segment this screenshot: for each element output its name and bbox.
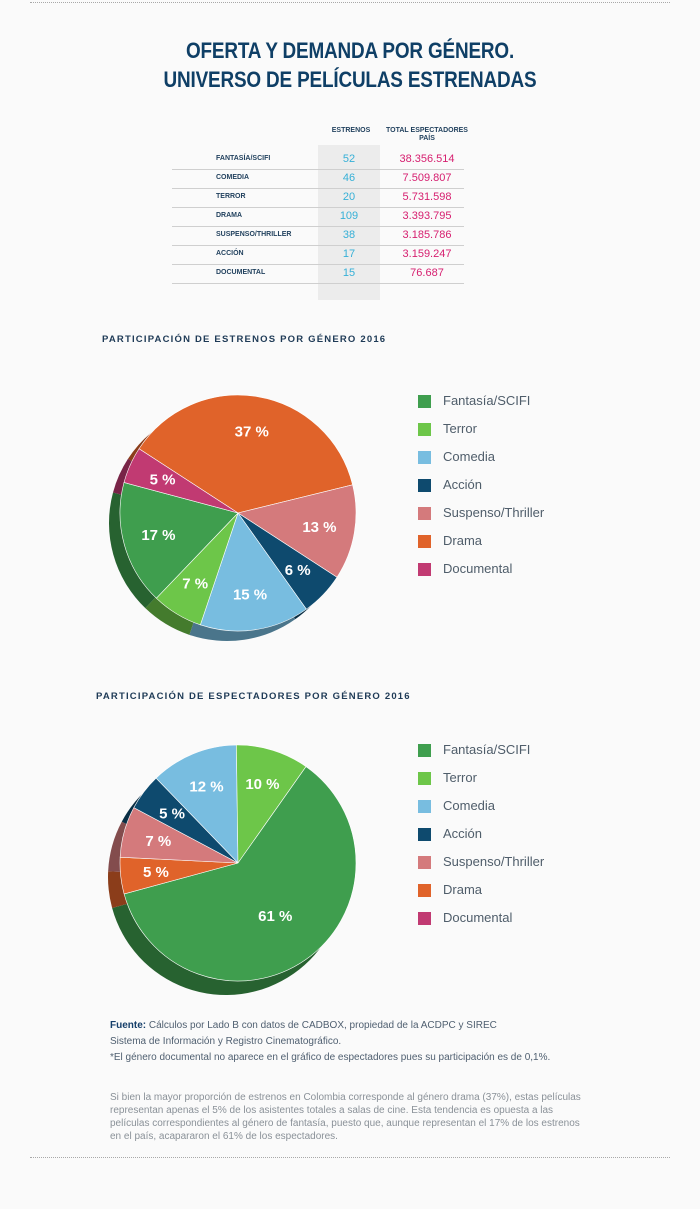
col-header-total: TOTAL ESPECTADORES PAÍS [386,127,468,142]
pie-slice [199,512,307,632]
row-total: 76.687 [410,267,444,279]
legend-swatch [418,772,431,785]
slice-label: 15 % [233,587,267,604]
legend-swatch [418,912,431,925]
slice-label: 61 % [258,908,292,925]
bottom-divider [30,1157,670,1158]
col-header-estrenos: ESTRENOS [331,127,371,134]
legend-label: Acción [443,477,483,492]
row-genre: TERROR [216,193,246,200]
slice-label: 37 % [235,424,269,441]
legend-label: Suspenso/Thriller [443,505,545,520]
table-row: SUSPENSO/THRILLER 38 3.185.786 [172,226,464,246]
legend-label: Terror [443,421,477,436]
legend-label: Drama [443,533,483,548]
slice-label: 10 % [245,776,279,793]
page-title-line2: UNIVERSO DE PELÍCULAS ESTRENADAS [163,67,537,92]
legend-label: Suspenso/Thriller [443,854,545,869]
legend-label: Comedia [443,798,496,813]
pie-slice [119,482,239,599]
row-total: 38.356.514 [399,153,455,165]
legend-swatch [418,395,431,408]
pie-slice [155,744,239,864]
legend-swatch [418,884,431,897]
table-row: FANTASÍA/SCIFI 52 38.356.514 [172,150,464,170]
legend-label: Fantasía/SCIFI [443,393,531,408]
source-line2: Sistema de Información y Registro Cinema… [110,1036,342,1047]
pie-slice [236,744,307,864]
legend-swatch [418,828,431,841]
source-line: Fuente: Cálculos por Lado B con datos de… [110,1018,610,1034]
slice-label: 5 % [150,471,176,488]
chart2-title: PARTICIPACIÓN DE ESPECTADORES POR GÉNERO… [96,691,411,702]
slice-label: 7 % [145,833,171,850]
top-divider [30,2,670,3]
legend-label: Documental [443,561,513,576]
page-title-line1: OFERTA Y DEMANDA POR GÉNERO. [185,38,515,63]
source-label: Fuente: [110,1020,147,1031]
row-total: 3.393.795 [402,210,452,222]
slice-label: 13 % [302,519,336,536]
row-genre: ACCIÓN [216,250,244,257]
row-estrenos: 20 [342,191,356,203]
chart1-pie: 37 % 13 % 6 % 15 % 7 % 17 % 5 % [109,394,357,641]
chart1-title: PARTICIPACIÓN DE ESTRENOS POR GÉNERO 201… [102,334,387,345]
row-total: 3.185.786 [402,229,452,241]
pie-slice [123,448,239,514]
table-row: COMEDIA 46 7.509.807 [172,169,464,189]
legend-label: Terror [443,770,477,785]
source-text: Cálculos por Lado B con datos de CADBOX,… [148,1020,497,1031]
legend-swatch [418,856,431,869]
slice-label: 7 % [182,576,208,593]
slice-label: 6 % [285,562,311,579]
slice-label: 5 % [159,805,185,822]
pie-slice [138,394,353,514]
legend-swatch [418,451,431,464]
genre-table: ESTRENOS TOTAL ESPECTADORES PAÍS FANTASÍ… [172,120,472,300]
row-genre: SUSPENSO/THRILLER [216,231,292,238]
row-genre: DOCUMENTAL [216,269,266,276]
legend-swatch [418,563,431,576]
legend-label: Documental [443,910,513,925]
legend-swatch [418,744,431,757]
legend-swatch [418,479,431,492]
row-total: 7.509.807 [402,172,452,184]
table-row: ACCIÓN 17 3.159.247 [172,245,464,265]
row-estrenos: 17 [342,248,356,260]
legend-label: Fantasía/SCIFI [443,742,531,757]
row-genre: FANTASÍA/SCIFI [216,155,271,162]
slice-label: 5 % [143,864,169,881]
table-row: DOCUMENTAL 15 76.687 [172,264,464,284]
pie-slice [237,484,357,578]
row-estrenos: 15 [342,267,356,279]
pie-slice [133,777,239,864]
legend-swatch [418,507,431,520]
estrenos-column-bg [318,145,380,300]
summary-paragraph: Si bien la mayor proporción de estrenos … [110,1092,581,1142]
row-total: 5.731.598 [402,191,452,203]
table-row: DRAMA 109 3.393.795 [172,207,464,227]
row-total: 3.159.247 [402,248,452,260]
legend-swatch [418,535,431,548]
slice-label: 17 % [141,527,175,544]
legend-label: Acción [443,826,483,841]
row-estrenos: 38 [342,229,356,241]
legend-swatch [418,423,431,436]
source-notes: Fuente: Cálculos por Lado B con datos de… [110,1018,610,1066]
slice-label: 12 % [189,779,223,796]
legend-swatch [418,800,431,813]
footnote: *El género documental no aparece en el g… [110,1052,551,1063]
chart2-pie: 12 % 10 % 61 % 5 % 7 % 5 % [107,744,357,995]
table-row: TERROR 20 5.731.598 [172,188,464,208]
legend-label: Comedia [443,449,496,464]
row-genre: DRAMA [216,212,243,219]
row-estrenos: 52 [342,153,356,165]
row-estrenos: 46 [342,172,356,184]
pie-slice [123,766,357,982]
row-genre: COMEDIA [216,174,250,181]
page-title: OFERTA Y DEMANDA POR GÉNERO. UNIVERSO DE… [49,36,651,94]
row-estrenos: 109 [339,210,359,222]
legend-label: Drama [443,882,483,897]
